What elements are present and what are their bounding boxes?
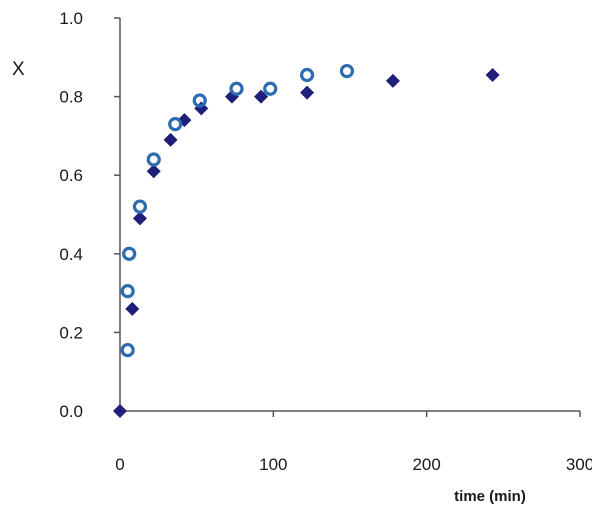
circle-point [339, 63, 355, 79]
diamond-point [113, 404, 127, 418]
y-axis-title: X [12, 59, 25, 80]
y-tick-label: 0.6 [59, 166, 83, 185]
circle-point [146, 152, 161, 167]
diamond-point [125, 301, 140, 316]
circle-point [120, 342, 135, 358]
y-tick-label: 0.0 [59, 402, 83, 421]
circle-point [168, 117, 183, 132]
y-tick-label: 0.4 [59, 245, 83, 264]
data-marks [113, 63, 500, 418]
diamond-point [146, 164, 161, 179]
circle-point [120, 284, 135, 299]
diamond-point [385, 73, 400, 88]
diamond-point [132, 211, 147, 226]
y-axis-ticks: 0.0 0.2 0.4 0.6 0.8 1.0 [59, 9, 120, 421]
diamond-point [485, 67, 500, 82]
x-axis-title: time (min) [454, 488, 526, 505]
y-tick-label: 1.0 [59, 9, 83, 28]
x-tick-label: 300 [566, 455, 592, 474]
y-tick-label: 0.2 [59, 323, 83, 342]
circle-point [229, 81, 244, 96]
circle-point [192, 93, 207, 108]
diamond-point [254, 89, 269, 104]
diamond-point [163, 132, 178, 147]
x-tick-label: 0 [115, 455, 124, 474]
circle-point [132, 199, 148, 214]
diamond-point [300, 85, 315, 100]
x-tick-label: 100 [259, 455, 287, 474]
x-axis-ticks: 0 100 200 300 [115, 411, 592, 474]
circle-point [122, 246, 137, 261]
circle-point [299, 67, 315, 83]
circle-point [263, 81, 278, 96]
x-tick-label: 200 [412, 455, 440, 474]
y-tick-label: 0.8 [59, 88, 83, 107]
